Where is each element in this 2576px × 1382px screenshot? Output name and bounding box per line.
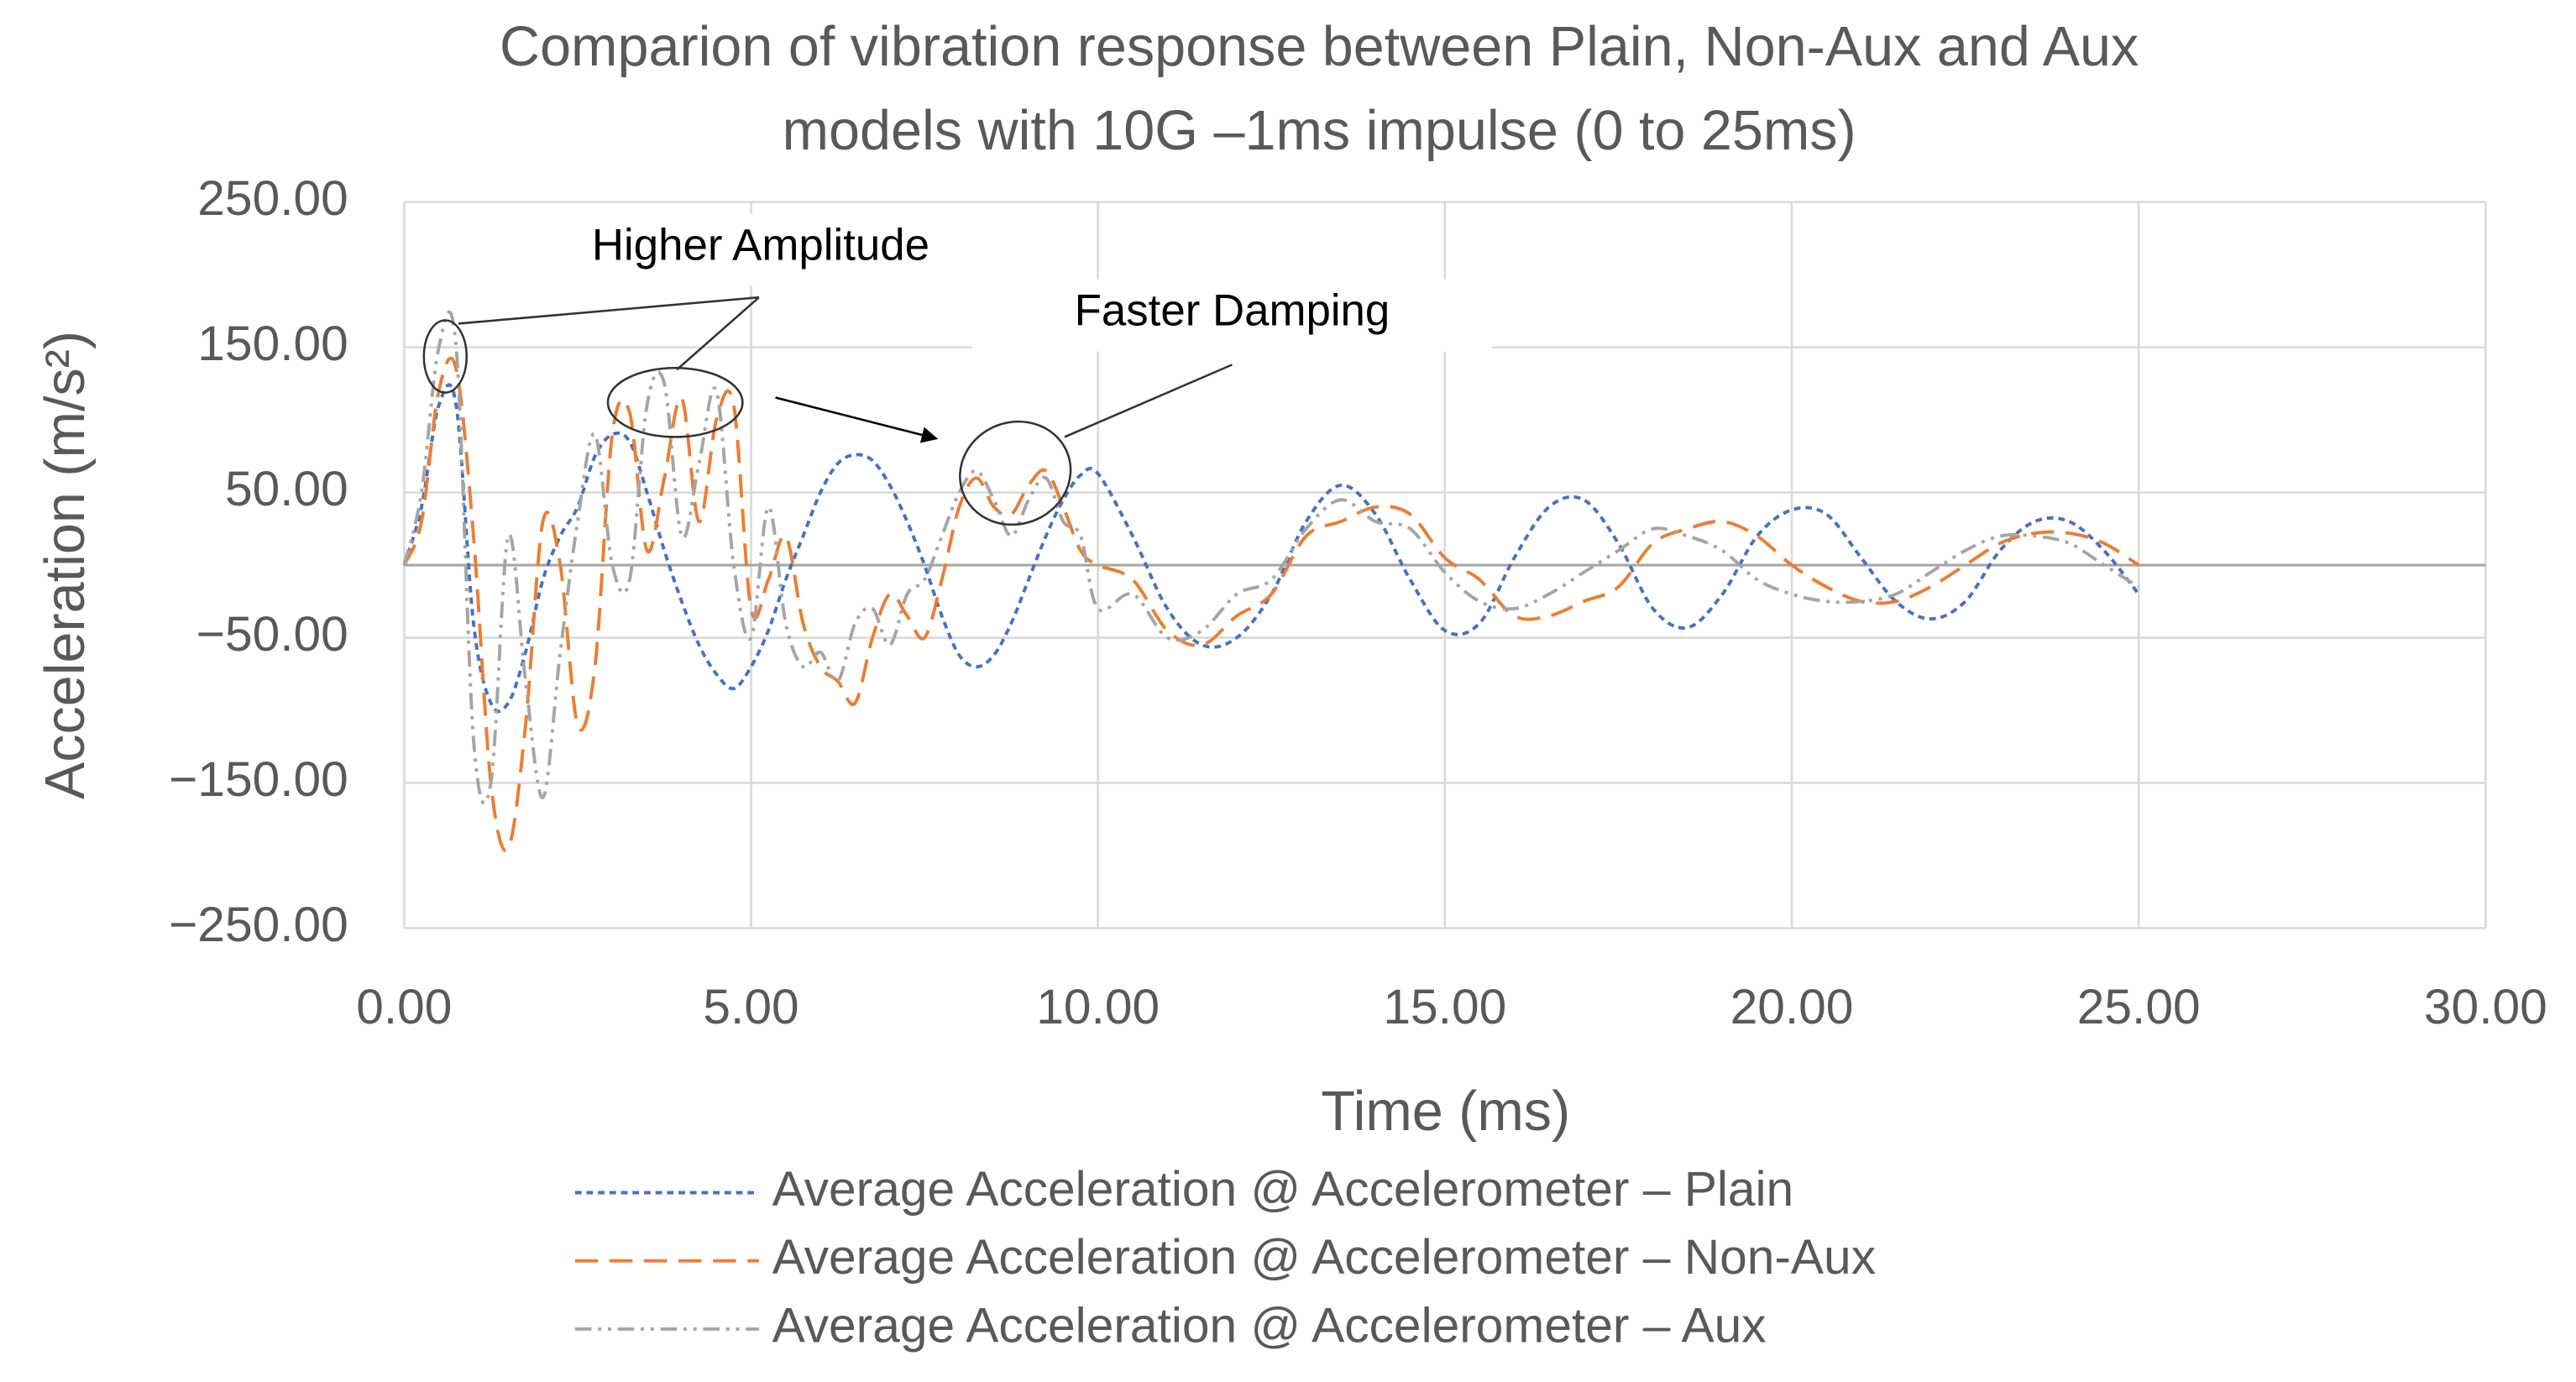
annotation: Faster Damping [1075, 286, 1390, 336]
highlight-ellipse [422, 319, 468, 394]
series-line [402, 356, 2140, 852]
y-tick-label: 50.00 [225, 462, 348, 516]
legend-label: Average Acceleration @ Accelerometer – N… [772, 1230, 1876, 1285]
annotation-box [972, 279, 1492, 352]
x-tick-label: 0.00 [356, 980, 452, 1034]
y-tick-label: 150.00 [197, 317, 348, 371]
annotation-box [548, 213, 976, 286]
annotations: Higher Amplitude Faster Damping [422, 213, 1492, 526]
series-line [402, 310, 2140, 805]
x-axis-title: Time (ms) [1321, 1081, 1570, 1143]
annotation-leader [458, 296, 760, 325]
series-line [402, 383, 2140, 714]
x-tick-label: 5.00 [703, 980, 798, 1034]
annotation-leader [676, 296, 760, 371]
y-tick-label: −250.00 [169, 898, 348, 952]
y-tick-label: −50.00 [196, 607, 348, 662]
chart-title: models with 10G –1ms impulse (0 to 25ms) [783, 100, 1856, 162]
annotation: Higher Amplitude [592, 220, 929, 270]
x-tick-label: 30.00 [2424, 980, 2547, 1034]
x-tick-label: 10.00 [1036, 980, 1160, 1034]
y-axis-title: Acceleration (m/s²) [34, 331, 97, 799]
x-tick-label: 20.00 [1730, 980, 1854, 1034]
legend: Average Acceleration @ Accelerometer – P… [574, 1162, 1876, 1353]
chart-title: Comparion of vibration response between … [500, 16, 2139, 78]
x-tick-label: 15.00 [1383, 980, 1506, 1034]
y-tick-label: 250.00 [197, 171, 348, 226]
annotation-arrow [775, 396, 939, 443]
plot-lines [402, 310, 2140, 852]
annotation-leader [1064, 364, 1233, 438]
highlight-ellipse [959, 420, 1072, 526]
x-tick-label: 25.00 [2077, 980, 2201, 1034]
legend-label: Average Acceleration @ Accelerometer – A… [772, 1298, 1767, 1353]
y-tick-label: −150.00 [169, 752, 348, 807]
highlight-ellipse [606, 367, 744, 438]
legend-label: Average Acceleration @ Accelerometer – P… [772, 1162, 1794, 1217]
